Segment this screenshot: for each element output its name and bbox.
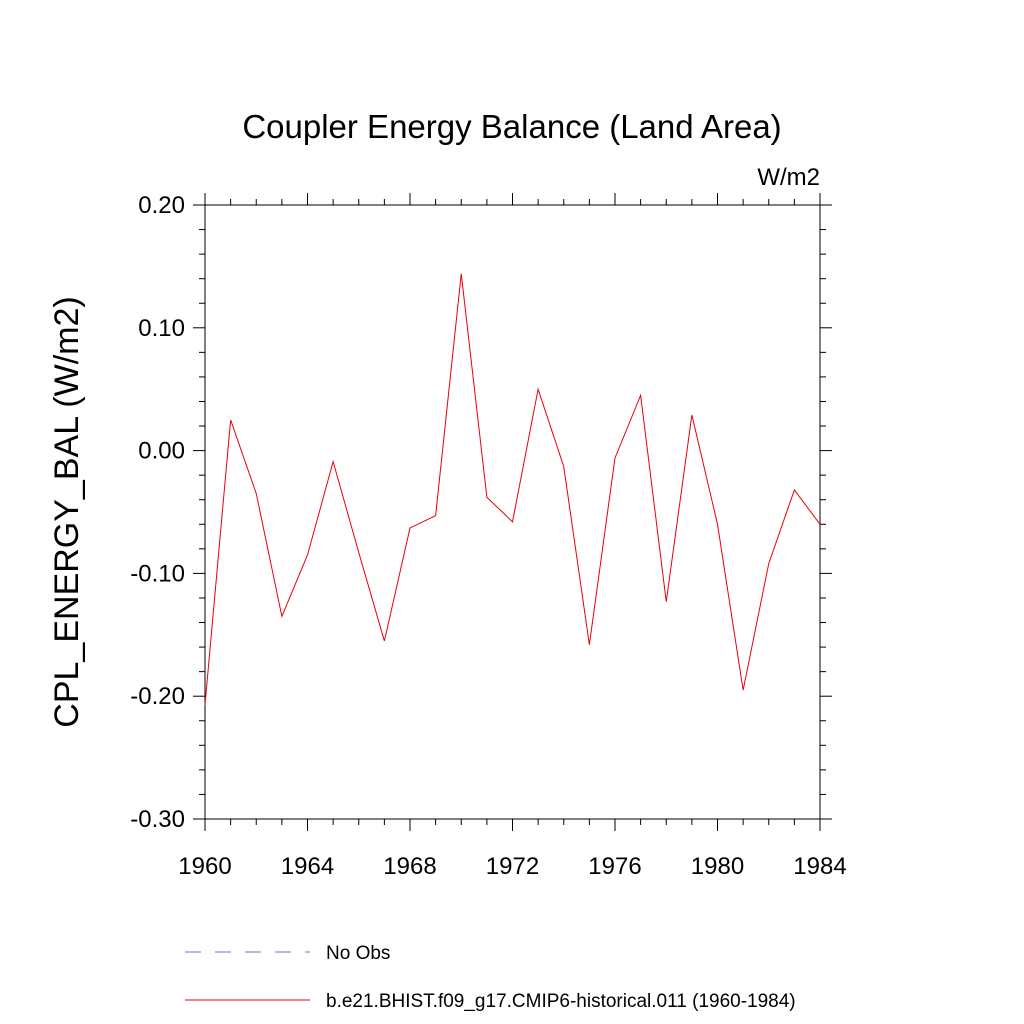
series-line-1 xyxy=(204,273,821,705)
y-tick-label: 0.00 xyxy=(138,438,185,465)
y-tick-label: 0.10 xyxy=(138,315,185,342)
plot-frame xyxy=(204,204,821,820)
legend-label-model-run: b.e21.BHIST.f09_g17.CMIP6-historical.011… xyxy=(326,991,796,1012)
chart-title: Coupler Energy Balance (Land Area) xyxy=(242,108,781,145)
x-tick-label: 1968 xyxy=(383,853,436,880)
y-tick-label: -0.10 xyxy=(130,560,185,587)
x-tick-label: 1972 xyxy=(486,853,539,880)
x-tick-label: 1980 xyxy=(691,853,744,880)
series-layer xyxy=(204,273,821,705)
x-tick-label: 1976 xyxy=(588,853,641,880)
x-tick-label: 1984 xyxy=(793,853,846,880)
legend-label-no-obs: No Obs xyxy=(326,943,390,964)
y-axis-label: CPL_ENERGY_BAL (W/m2) xyxy=(48,296,86,727)
units-label: W/m2 xyxy=(757,164,820,191)
y-tick-label: 0.20 xyxy=(138,192,185,219)
x-tick-label: 1964 xyxy=(281,853,334,880)
x-tick-label: 1960 xyxy=(178,853,231,880)
y-tick-label: -0.30 xyxy=(130,806,185,833)
x-axis: 1960 1964 1968 1972 1976 1980 1984 xyxy=(178,193,847,880)
legend: No Obs b.e21.BHIST.f09_g17.CMIP6-histori… xyxy=(185,943,796,1012)
y-axis: 0.20 0.10 0.00 -0.10 -0.20 -0.30 xyxy=(130,192,832,833)
y-tick-label: -0.20 xyxy=(130,683,185,710)
